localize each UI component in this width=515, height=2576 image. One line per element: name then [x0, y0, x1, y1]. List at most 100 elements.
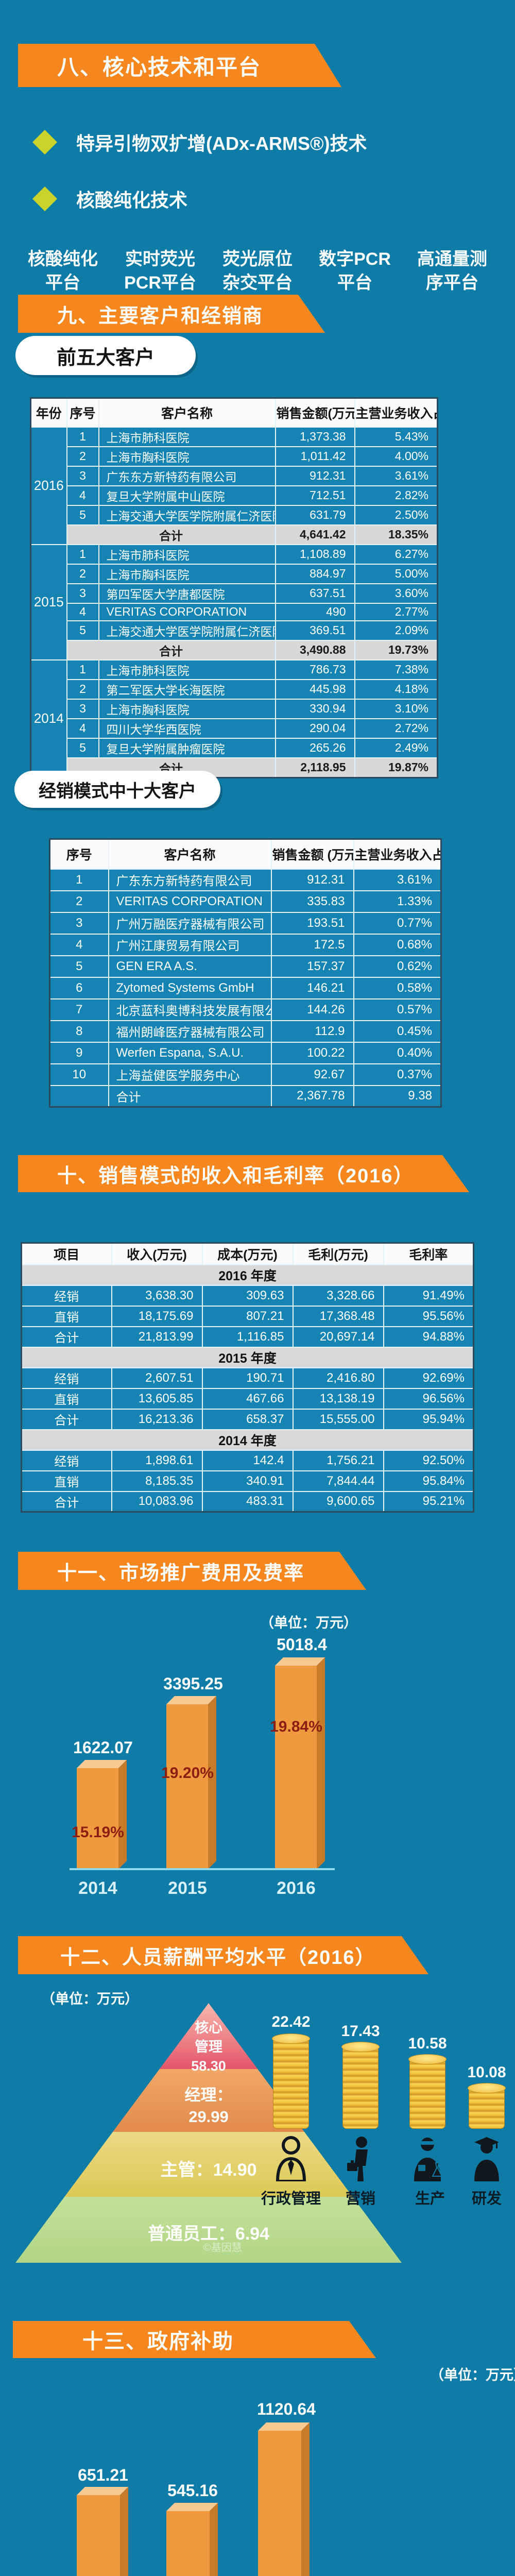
- cell: 3,638.30: [111, 1284, 203, 1307]
- cell: 2.09%: [354, 620, 438, 641]
- bar-rate-label: 19.84%: [270, 1718, 322, 1735]
- cell: 157.37: [270, 955, 354, 978]
- cell: 6: [49, 976, 109, 999]
- bar-value-label: 1120.64: [257, 2400, 316, 2418]
- bar-value-label: 1622.07: [73, 1738, 133, 1757]
- x-axis-year-label: 2015: [168, 1878, 207, 1898]
- pyramid-layer-text: 主管：14.90: [160, 2160, 257, 2180]
- unit-label: （单位：万元）: [430, 2367, 515, 2383]
- cell: 上海交通大学医学院附属仁济医院: [98, 620, 276, 641]
- cell: 3.10%: [354, 698, 438, 719]
- section-9-title: 九、主要客户和经销商: [57, 305, 264, 327]
- table-row: 10 上海益健医学服务中心 92.67 0.37%: [49, 1063, 442, 1086]
- coin-value-label: 17.43: [341, 2023, 380, 2040]
- cell: 第二军医大学长海医院: [98, 679, 276, 700]
- cell: 10: [49, 1063, 109, 1086]
- column-header: 客户名称: [98, 397, 276, 428]
- table-row: 直销 18,175.69 807.21 17,368.48 95.56%: [21, 1305, 474, 1327]
- cell: 上海市肺科医院: [98, 426, 276, 447]
- cell: 直销: [21, 1387, 112, 1410]
- cell: 3.60%: [354, 583, 438, 604]
- pill-label: 经销模式中十大客户: [39, 781, 196, 801]
- total-row: 合计 2,367.78 9.38: [49, 1084, 442, 1108]
- cell: 144.26: [270, 998, 354, 1021]
- total-label: 合计: [108, 1084, 272, 1108]
- column-header: 序号: [66, 397, 99, 428]
- cell: 2,118.95: [274, 757, 355, 778]
- section-11-title: 十一、市场推广费用及费率: [57, 1562, 305, 1584]
- year-cell: 2014: [30, 659, 67, 778]
- pyramid-layer-text: 普通员工：6.94: [147, 2224, 270, 2244]
- cell: 1,116.85: [201, 1326, 294, 1348]
- cell: 807.21: [201, 1305, 294, 1327]
- cell: 1,898.61: [111, 1449, 203, 1471]
- cell: 2,416.80: [292, 1367, 384, 1389]
- x-axis-year-label: 2016: [277, 1878, 316, 1898]
- cell: 19.73%: [354, 639, 438, 660]
- cell: 490: [274, 602, 355, 621]
- cell: 4.18%: [354, 679, 438, 700]
- cell: 95.94%: [383, 1408, 474, 1430]
- coin-category-label: 研发: [471, 2191, 502, 2207]
- bullet-text: 特异引物双扩增(ADx-ARMS®)技术: [76, 133, 367, 154]
- table-row: 2 VERITAS CORPORATION 335.83 1.33%: [49, 890, 442, 913]
- column-header: 毛利(万元): [292, 1242, 384, 1265]
- cell: Werfen Espana, S.A.U.: [108, 1041, 272, 1064]
- cell: 上海市肺科医院: [98, 544, 276, 565]
- cell: 5: [66, 737, 99, 758]
- cell: 福州朗峰医疗器械有限公司: [108, 1020, 272, 1043]
- cell: 3: [66, 465, 99, 486]
- cell: 19.87%: [354, 757, 438, 778]
- column-header: 主营业务收入占比: [353, 838, 442, 870]
- cell: 2: [66, 446, 99, 467]
- cell: 2.82%: [354, 485, 438, 506]
- pill-label: 前五大客户: [56, 347, 154, 369]
- cell: 1,373.38: [274, 426, 355, 447]
- table-row: 5 上海交通大学医学院附属仁济医院 369.51 2.09%: [31, 620, 438, 641]
- cell: 265.26: [274, 737, 355, 758]
- cell: 上海市胸科医院: [98, 446, 276, 467]
- table-row: 9 Werfen Espana, S.A.U. 100.22 0.40%: [49, 1041, 442, 1064]
- coin-category-label: 营销: [345, 2191, 376, 2207]
- cell: 9.38: [353, 1084, 442, 1108]
- cell: 0.45%: [353, 1020, 442, 1043]
- cell: 广州江康贸易有限公司: [108, 933, 272, 956]
- cell: 92.67: [270, 1063, 354, 1086]
- coin-value-label: 10.58: [408, 2035, 447, 2052]
- table-row: 5 上海交通大学医学院附属仁济医院 631.79 2.50%: [31, 504, 438, 526]
- cell: 8,185.35: [111, 1470, 203, 1492]
- cell: 广东东方新特药有限公司: [98, 465, 276, 486]
- subtotal-row: 合计 4,641.42 18.35%: [31, 524, 438, 545]
- platform-row: 核酸纯化 平台 实时荧光 PCR平台 荧光原位 杂交平台 数字PCR 平台 高通…: [15, 247, 500, 295]
- cell: 912.31: [274, 465, 355, 486]
- pyramid-layer-staff: [15, 2197, 402, 2263]
- cell: GEN ERA A.S.: [108, 955, 272, 978]
- column-header: 年份: [30, 397, 67, 428]
- cell: 复旦大学附属中山医院: [98, 485, 276, 506]
- table-row: 6 Zytomed Systems GmbH 146.21 0.58%: [49, 976, 442, 999]
- table-row: 2015 1 上海市肺科医院 1,108.89 6.27%: [30, 544, 438, 660]
- platform-label: 荧光原位 杂交平台: [222, 249, 293, 293]
- bar-value-label: 545.16: [167, 2481, 218, 2500]
- bar-rate-label: 15.19%: [72, 1824, 124, 1841]
- cell: Zytomed Systems GmbH: [108, 976, 272, 999]
- cell: 经销: [21, 1284, 112, 1307]
- unit-label: （单位：万元）: [260, 1615, 357, 1631]
- cell: 7,844.44: [292, 1470, 384, 1492]
- cell: 4: [66, 718, 99, 739]
- cell: 193.51: [270, 911, 354, 935]
- cell: 335.83: [270, 890, 354, 913]
- table-row: 1 广东东方新特药有限公司 912.31 3.61%: [49, 868, 442, 891]
- sales-model-margin-table: 项目 收入(万元) 成本(万元) 毛利(万元) 毛利率 2016 年度 经销 3,638.30…: [21, 1242, 474, 1513]
- cell: 100.22: [270, 1041, 354, 1064]
- cell: 经销: [21, 1449, 112, 1471]
- bullet-item-2: 核酸纯化技术: [32, 185, 187, 212]
- cell: 112.9: [270, 1020, 354, 1043]
- column-header: 销售金额(万元）: [274, 397, 355, 428]
- section-12-title: 十二、人员薪酬平均水平（2016）: [60, 1946, 376, 1969]
- table-row: 直销 8,185.35 340.91 7,844.44 95.84%: [21, 1470, 474, 1492]
- cell: 17,368.48: [292, 1305, 384, 1327]
- x-axis-line: [70, 1868, 335, 1870]
- table-row: 8 福州朗峰医疗器械有限公司 112.9 0.45%: [49, 1020, 442, 1043]
